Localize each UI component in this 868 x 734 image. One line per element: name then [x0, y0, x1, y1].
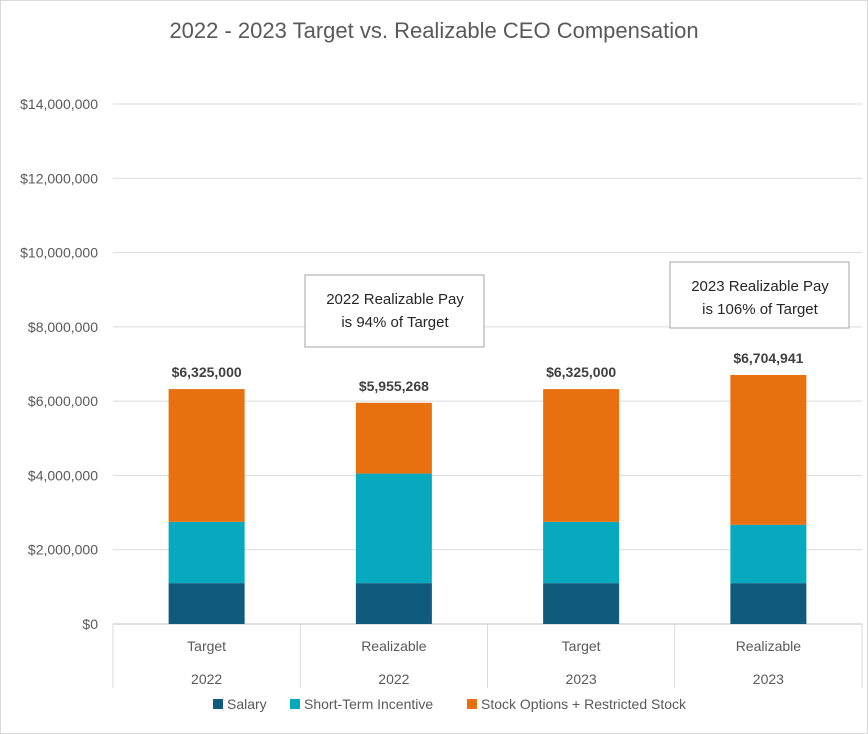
- x-category-label: Target: [187, 638, 226, 654]
- x-category-label: Target: [562, 638, 601, 654]
- chart-title: 2022 - 2023 Target vs. Realizable CEO Co…: [169, 18, 699, 43]
- annotation-text: 2023 Realizable Pay: [691, 278, 829, 295]
- annotation-box: [669, 261, 850, 329]
- legend-label: Stock Options + Restricted Stock: [481, 696, 687, 712]
- bar-segment-stock-options-restricted-stock: [730, 374, 807, 525]
- legend-swatch: [290, 699, 300, 709]
- bar-segment-short-term-incentive: [355, 473, 432, 584]
- bar-segment-stock-options-restricted-stock: [355, 402, 432, 474]
- bar-total-label: $6,325,000: [172, 364, 242, 380]
- bar-segment-salary: [168, 583, 245, 624]
- y-tick-label: $6,000,000: [28, 393, 98, 409]
- bar-total-label: $5,955,268: [359, 378, 429, 394]
- annotation-text: 2022 Realizable Pay: [326, 291, 464, 308]
- bar-total-label: $6,325,000: [546, 364, 616, 380]
- y-tick-label: $14,000,000: [20, 96, 98, 112]
- bar-segment-salary: [730, 583, 807, 624]
- bar-total-label: $6,704,941: [733, 350, 803, 366]
- y-tick-label: $2,000,000: [28, 542, 98, 558]
- x-category-label: Realizable: [736, 638, 802, 654]
- x-category-label: Realizable: [361, 638, 427, 654]
- bar-segment-stock-options-restricted-stock: [543, 389, 620, 522]
- x-group-label: 2023: [753, 671, 784, 687]
- legend-swatch: [213, 699, 223, 709]
- bar-segment-short-term-incentive: [730, 524, 807, 584]
- bar-segment-salary: [543, 583, 620, 624]
- x-group-label: 2023: [566, 671, 597, 687]
- bar-segment-short-term-incentive: [168, 521, 245, 584]
- x-group-label: 2022: [191, 671, 222, 687]
- annotation-text: is 94% of Target: [341, 314, 449, 331]
- y-tick-label: $8,000,000: [28, 319, 98, 335]
- legend-label: Short-Term Incentive: [304, 696, 433, 712]
- y-tick-label: $12,000,000: [20, 170, 98, 186]
- bar-segment-stock-options-restricted-stock: [168, 389, 245, 522]
- annotation-text: is 106% of Target: [702, 301, 818, 318]
- y-tick-label: $4,000,000: [28, 467, 98, 483]
- bar-segment-salary: [355, 583, 432, 624]
- x-group-label: 2022: [378, 671, 409, 687]
- legend-swatch: [467, 699, 477, 709]
- annotation-box: [304, 274, 485, 348]
- y-tick-label: $10,000,000: [20, 245, 98, 261]
- y-tick-label: $0: [82, 616, 98, 632]
- legend-label: Salary: [227, 696, 267, 712]
- bar-segment-short-term-incentive: [543, 521, 620, 584]
